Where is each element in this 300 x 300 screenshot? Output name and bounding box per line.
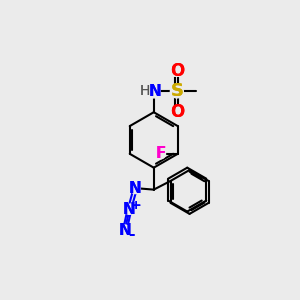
Text: S: S xyxy=(170,82,183,100)
Text: -: - xyxy=(128,227,134,242)
Circle shape xyxy=(172,107,182,117)
Text: N: N xyxy=(148,84,161,99)
Text: N: N xyxy=(118,223,131,238)
Circle shape xyxy=(172,66,182,76)
Text: N: N xyxy=(123,202,136,217)
Text: F: F xyxy=(155,146,166,161)
Text: -: - xyxy=(128,227,134,242)
Circle shape xyxy=(120,225,130,235)
Circle shape xyxy=(130,183,140,194)
Text: N: N xyxy=(148,84,161,99)
Text: O: O xyxy=(170,103,184,121)
Text: N: N xyxy=(129,181,142,196)
Text: +: + xyxy=(131,199,142,212)
Text: N: N xyxy=(123,202,136,217)
Text: S: S xyxy=(170,82,183,100)
Circle shape xyxy=(170,85,183,98)
Text: N: N xyxy=(129,181,142,196)
Text: O: O xyxy=(170,61,184,80)
Text: F: F xyxy=(155,146,166,161)
Text: H: H xyxy=(140,84,150,98)
Circle shape xyxy=(155,149,166,159)
Text: H: H xyxy=(140,84,150,98)
Circle shape xyxy=(147,85,160,98)
Text: O: O xyxy=(170,61,184,80)
Text: O: O xyxy=(170,103,184,121)
Text: N: N xyxy=(118,223,131,238)
Circle shape xyxy=(124,204,135,214)
Text: +: + xyxy=(131,199,142,212)
